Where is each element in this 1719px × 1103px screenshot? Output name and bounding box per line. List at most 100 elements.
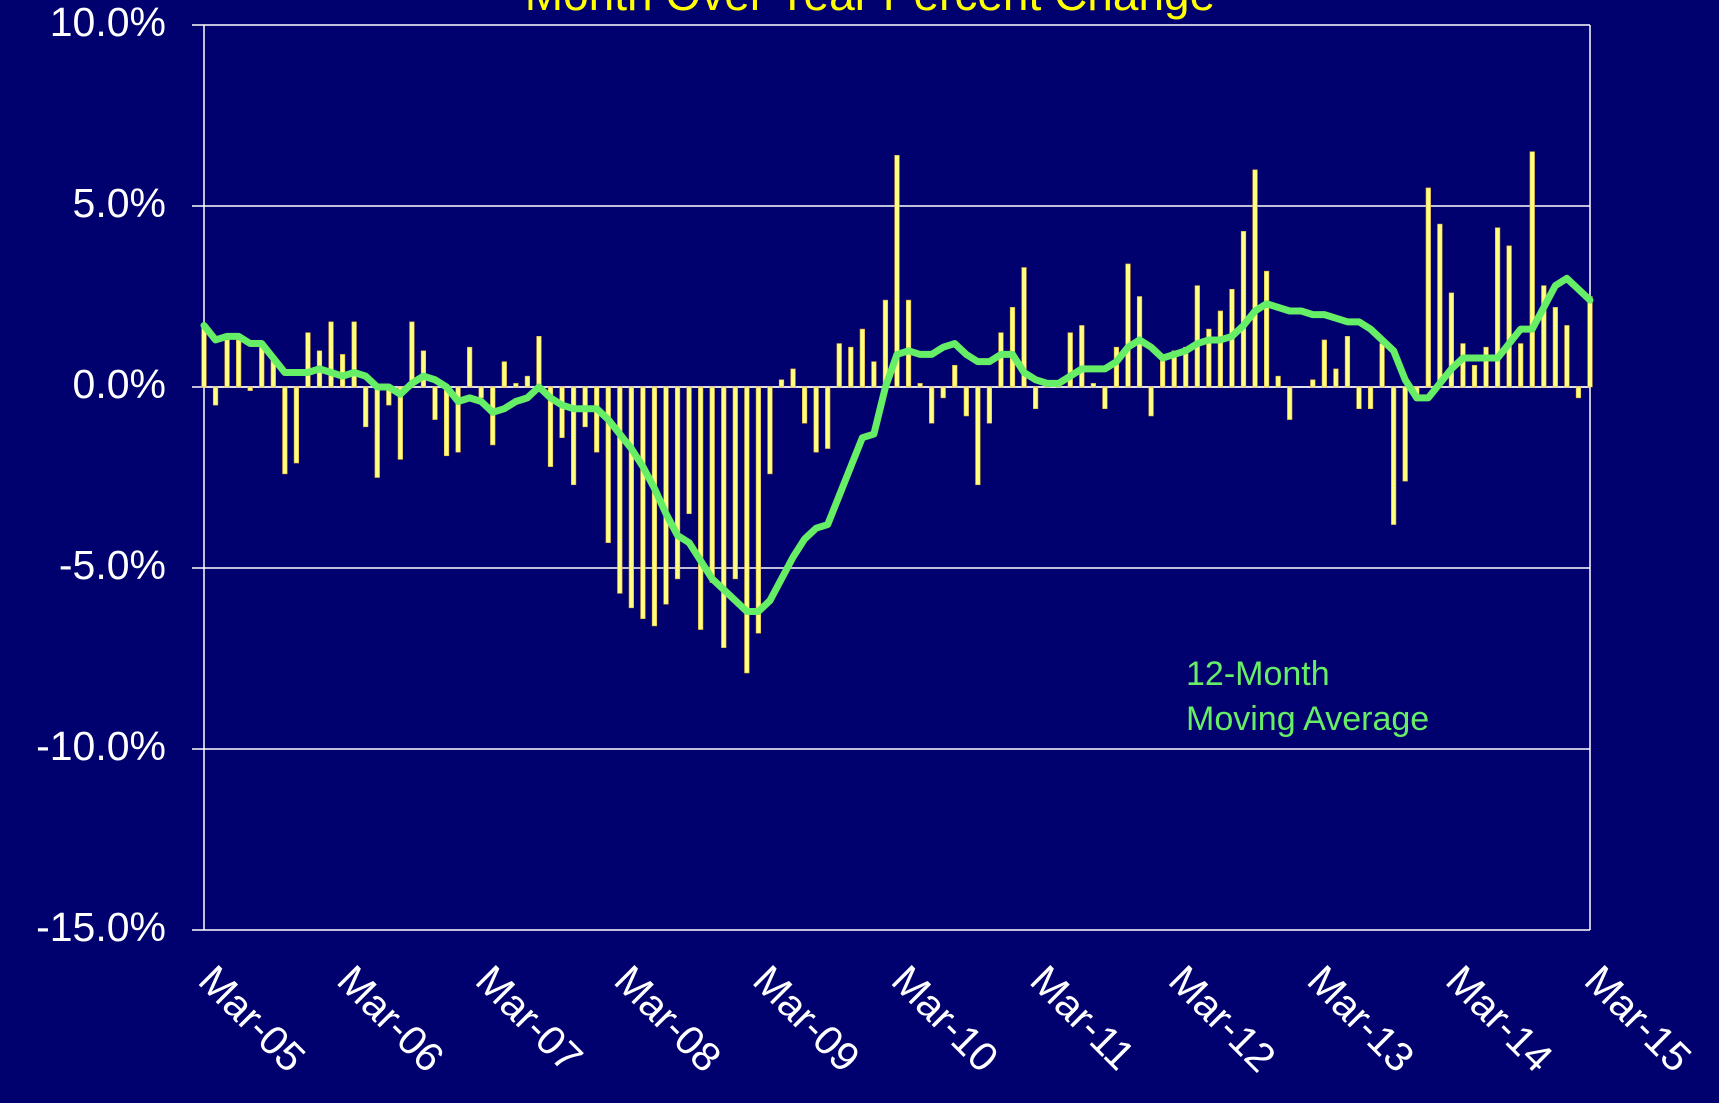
bar [952,364,958,388]
bar [628,386,634,609]
bar [1391,386,1397,525]
bar [605,386,611,543]
bar [1321,339,1327,388]
bar [1067,332,1073,388]
bar [420,350,427,388]
bar [1102,386,1108,410]
bar [986,386,992,424]
bar [570,386,577,486]
bar [836,343,842,388]
bar [1425,187,1431,388]
y-tick-label: 5.0% [73,180,166,226]
bar [1033,386,1039,410]
bar [848,346,854,388]
bar [686,386,692,514]
bar [1541,285,1547,388]
y-tick-label: -10.0% [36,723,166,769]
bar [617,386,623,594]
bar [547,386,554,467]
bar [397,386,403,460]
bar [963,386,969,417]
bar [801,386,808,424]
bar [790,368,796,388]
bar [443,386,450,457]
bar [1333,368,1339,388]
bar [1575,386,1582,399]
bar [1125,263,1131,388]
bar [732,386,738,580]
bar [339,354,346,388]
bar [305,332,311,388]
bar [212,386,219,406]
bar [1206,328,1212,388]
y-tick-label: 10.0% [50,0,166,45]
bar [1160,357,1166,388]
bar [940,386,946,399]
bar [767,386,773,475]
bar [293,386,300,464]
bar [351,321,357,388]
bar [1518,343,1524,388]
bar [1194,285,1200,388]
bar [236,339,242,388]
bar [1287,386,1293,420]
bar [1367,386,1374,410]
bar [998,332,1004,388]
bar [825,386,831,449]
y-tick-label: -15.0% [36,904,166,950]
bar [467,346,473,388]
bar [859,328,865,388]
bar [224,339,230,388]
bar [813,386,819,453]
bar [975,386,981,486]
bar [744,386,750,674]
bar [282,386,288,475]
bar [709,386,715,583]
bar [374,386,380,478]
bar [478,386,484,399]
bar [1495,227,1501,388]
bar [1460,343,1466,388]
bar [1471,364,1478,388]
bar [721,386,727,648]
bar [663,386,669,605]
chart-title: Month Over Year Percent Change [525,0,1215,20]
bar [778,379,785,388]
bar [1379,343,1385,388]
bar [755,386,761,634]
moving-average-line [200,274,1594,615]
bar [1252,169,1258,388]
bar [1217,310,1223,388]
bar [201,325,207,388]
bar [1506,245,1512,388]
bar [1090,383,1096,388]
bar [1275,375,1281,388]
bar [1021,267,1027,388]
bar [905,299,912,388]
bar [871,361,877,388]
bar [409,321,415,388]
bar [432,386,438,420]
bar [1264,270,1270,388]
bar [1587,296,1593,388]
bar [1009,307,1016,388]
annotation: 12-Month [1186,655,1330,693]
annotation: Moving Average [1186,700,1429,738]
bar [1437,223,1443,388]
y-tick-label: 0.0% [73,361,166,407]
bar [1402,386,1408,482]
bar [1240,231,1247,388]
bar [1344,336,1351,388]
bar [559,386,565,438]
bar [328,321,334,388]
bar [640,386,646,619]
bar [594,386,600,453]
bar [1448,292,1454,388]
bar [917,383,923,388]
bar [894,155,900,388]
bar [490,386,496,446]
bar [1310,379,1316,388]
bar [247,386,253,391]
